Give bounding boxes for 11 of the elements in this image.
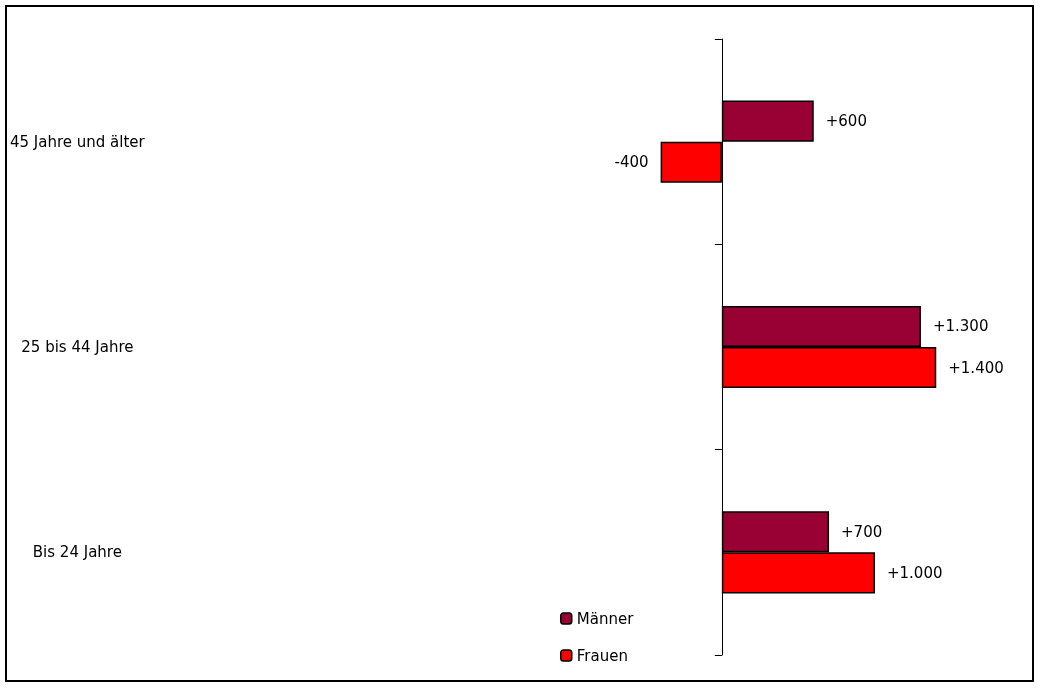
y-tick-label: 25 bis 44 Jahre: [21, 338, 134, 356]
data-label: -400: [614, 153, 649, 172]
y-tick-label: Bis 24 Jahre: [32, 543, 122, 562]
data-label: +700: [841, 522, 883, 541]
data-label: +1.400: [948, 358, 1004, 377]
y-tick-label: 45 Jahre und älter: [9, 132, 146, 151]
data-label: +1.000: [886, 563, 943, 582]
legend-label: Frauen: [576, 646, 628, 665]
data-label: +1.300: [932, 317, 989, 336]
legend-label: Männer: [576, 609, 635, 628]
data-label: +600: [825, 112, 867, 131]
